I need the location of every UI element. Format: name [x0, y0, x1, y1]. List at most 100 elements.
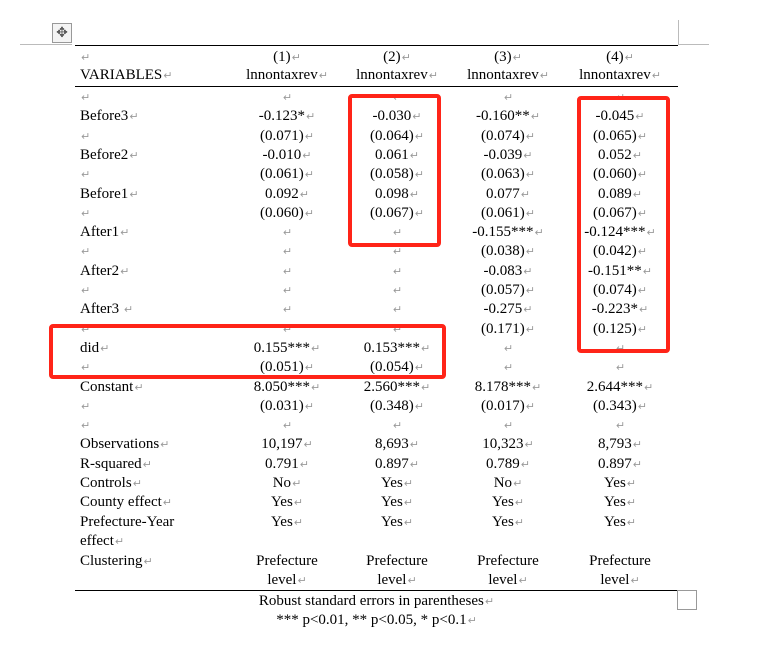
row-label-prefecture-year-line2: effect: [80, 532, 124, 551]
row-label: After1: [80, 223, 129, 242]
table-cell: [282, 416, 292, 435]
table-cell: 10,323: [482, 435, 533, 454]
note-standard-errors: Robust standard errors in parentheses: [75, 592, 678, 611]
column-depvar-2: lnnontaxrev: [356, 66, 438, 85]
table-cell: -0.083: [484, 262, 533, 281]
row-label: [80, 397, 90, 416]
row-label: R-squared: [80, 455, 152, 474]
row-label: [80, 281, 90, 300]
table-cell: 2.644***: [587, 378, 653, 397]
table-bottom-rule: [75, 590, 678, 591]
table-cell: -0.123*: [259, 107, 315, 126]
table-cell: Yes: [492, 513, 524, 532]
table-cell: Yes: [604, 474, 636, 493]
table-cell: [282, 88, 292, 107]
table-cell: [282, 223, 292, 242]
table-cell: (0.060): [593, 165, 647, 184]
column-number-2: (2): [383, 48, 411, 67]
table-cell: 10,197: [261, 435, 312, 454]
end-of-table-marker: [677, 590, 697, 610]
row-label: County effect: [80, 493, 172, 512]
row-label: Constant: [80, 378, 144, 397]
note-significance: *** p<0.01, ** p<0.05, * p<0.1: [75, 611, 678, 630]
row-label: Before3: [80, 107, 139, 126]
row-label: [80, 242, 90, 261]
table-cell: (0.061): [260, 165, 314, 184]
table-cell: (0.058): [370, 165, 424, 184]
table-cell: -0.223*: [592, 300, 648, 319]
table-cell: (0.063): [481, 165, 535, 184]
table-cell: 0.061: [375, 146, 419, 165]
table-cell: -0.160**: [476, 107, 540, 126]
table-cell: [282, 300, 292, 319]
table-cell: (0.067): [370, 204, 424, 223]
table-cell: [282, 242, 292, 261]
table-cell: 8.050***: [254, 378, 320, 397]
column-depvar-1: lnnontaxrev: [246, 66, 328, 85]
table-cell: Yes: [381, 493, 413, 512]
row-label: Before2: [80, 146, 139, 165]
table-cell: Yes: [604, 493, 636, 512]
highlight-box-column4-event-study: [577, 96, 670, 353]
table-cell: [503, 358, 513, 377]
column-number-1: (1): [273, 48, 301, 67]
table-cell: -0.030: [373, 107, 422, 126]
table-cell: [392, 300, 402, 319]
table-cell: 8,793: [598, 435, 642, 454]
clustering-cell-line1: Prefecture: [477, 553, 539, 569]
table-cell: 0.153***: [364, 339, 430, 358]
table-cell: Yes: [271, 493, 303, 512]
table-cell: (0.060): [260, 204, 314, 223]
table-cell: (0.071): [260, 127, 314, 146]
clustering-cell-line1: Prefecture: [366, 553, 428, 569]
table-cell: (0.074): [481, 127, 535, 146]
row-label: [80, 127, 90, 146]
column-depvar-3: lnnontaxrev: [467, 66, 549, 85]
table-cell: (0.343): [593, 397, 647, 416]
table-cell: 8,693: [375, 435, 419, 454]
page-corner-mark: [20, 44, 72, 45]
table-cell: -0.275: [484, 300, 533, 319]
table-cell: [282, 281, 292, 300]
table-cell: 0.092: [265, 185, 309, 204]
table-cell: -0.151**: [588, 262, 652, 281]
clustering-cell-line2: level: [600, 571, 639, 590]
table-cell: (0.348): [370, 397, 424, 416]
table-cell: (0.171): [481, 320, 535, 339]
table-cell: [282, 262, 292, 281]
column-number-4: (4): [606, 48, 634, 67]
table-cell: 0.089: [598, 185, 642, 204]
table-cell: [392, 281, 402, 300]
table-cell: [503, 416, 513, 435]
table-cell: 8.178***: [475, 378, 541, 397]
table-cell: (0.064): [370, 127, 424, 146]
table-cell: Yes: [492, 493, 524, 512]
table-cell: (0.054): [370, 358, 424, 377]
row-label-prefecture-year: Prefecture-Year: [80, 514, 175, 530]
clustering-cell-line2: level: [377, 571, 416, 590]
clustering-cell-line2: level: [488, 571, 527, 590]
table-cell: 0.098: [375, 185, 419, 204]
highlight-box-column2-pretrends: [348, 94, 441, 247]
clustering-cell-line1: Prefecture: [589, 553, 651, 569]
highlight-box-did-row: [49, 324, 446, 379]
table-cell: Yes: [271, 513, 303, 532]
table-move-handle-icon[interactable]: ✥: [52, 23, 72, 43]
table-cell: -0.124***: [584, 223, 655, 242]
row-label: [80, 165, 90, 184]
table-cell: (0.074): [593, 281, 647, 300]
table-cell: (0.042): [593, 242, 647, 261]
table-cell: (0.017): [481, 397, 535, 416]
table-cell: No: [494, 474, 523, 493]
header-rule: [75, 86, 678, 87]
table-cell: (0.038): [481, 242, 535, 261]
page-corner-mark: [678, 20, 709, 45]
row-label: Observations: [80, 435, 169, 454]
table-cell: Yes: [604, 513, 636, 532]
table-cell: [503, 88, 513, 107]
table-cell: Yes: [381, 474, 413, 493]
table-cell: (0.067): [593, 204, 647, 223]
table-cell: (0.051): [260, 358, 314, 377]
table-cell: (0.061): [481, 204, 535, 223]
column-depvar-4: lnnontaxrev: [579, 66, 661, 85]
